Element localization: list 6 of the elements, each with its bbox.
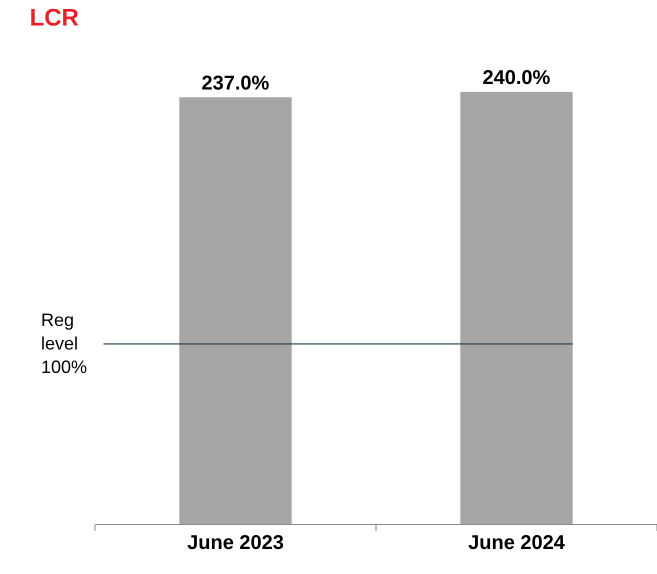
data-label: 237.0%: [201, 72, 270, 94]
data-label: 240.0%: [482, 66, 551, 89]
x-tick-label: June 2023: [187, 532, 284, 554]
chart-title: LCR: [30, 4, 79, 32]
ref-line-label: Reg level 100%: [41, 310, 88, 377]
x-tick-label: June 2024: [468, 532, 566, 554]
